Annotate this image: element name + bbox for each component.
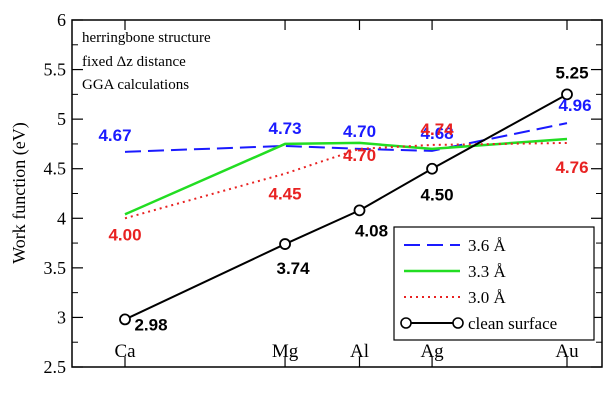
- y-tick-label: 6: [57, 10, 66, 30]
- y-tick-label: 2.5: [44, 357, 67, 377]
- legend-label-3: clean surface: [468, 314, 557, 333]
- data-point-marker: [119, 313, 131, 326]
- x-tick-label: Ca: [114, 341, 136, 362]
- axis-ticks: 2.5 3 3.5 4 4.5 5 5.5 6 Ca Mg Al Ag Au: [44, 10, 602, 377]
- y-tick-label: 4.5: [44, 159, 67, 179]
- legend-marker: [452, 317, 464, 329]
- y-tick-label: 3: [57, 307, 66, 327]
- legend-marker: [400, 317, 412, 329]
- legend-label-2: 3.0 Å: [468, 288, 507, 307]
- x-tick-label: Au: [555, 341, 579, 362]
- data-label: 4.76: [555, 158, 588, 177]
- legend-label-0: 3.6 Å: [468, 236, 507, 255]
- x-tick-label: Ag: [420, 341, 444, 362]
- data-label: 3.74: [277, 259, 311, 278]
- y-tick-label: 3.5: [44, 258, 67, 278]
- data-point-marker: [353, 204, 366, 217]
- series-line-1: [124, 137, 568, 216]
- data-label: 2.98: [134, 315, 167, 334]
- data-label: 4.08: [355, 221, 388, 240]
- y-axis-label: Work function (eV): [9, 122, 30, 264]
- data-label: 4.70: [343, 122, 376, 141]
- series-group: [119, 88, 573, 326]
- legend-label-1: 3.3 Å: [468, 262, 507, 281]
- annotation-line-2: fixed Δz distance: [82, 54, 186, 70]
- data-label: 4.50: [421, 186, 454, 205]
- legend: 3.6 Å 3.3 Å 3.0 Å clean surface: [393, 226, 595, 341]
- data-label: 4.74: [421, 120, 455, 139]
- annotation-line-3: GGA calculations: [82, 77, 189, 93]
- y-tick-label: 5: [57, 109, 66, 129]
- data-point-marker: [279, 238, 291, 250]
- x-tick-label: Mg: [272, 341, 299, 362]
- x-tick-label: Al: [350, 341, 369, 362]
- annotation-line-1: herringbone structure: [82, 30, 211, 46]
- data-label: 4.00: [108, 225, 141, 244]
- data-label: 4.68: [421, 124, 454, 143]
- data-label: 4.67: [98, 126, 131, 145]
- data-point-marker: [426, 162, 438, 175]
- y-tick-label: 5.5: [44, 60, 67, 80]
- data-label: 4.96: [558, 96, 591, 115]
- data-label: 4.73: [269, 119, 302, 138]
- data-labels: 4.67 4.73 4.70 4.68 4.96 4.00 4.45 4.70 4.74 4.76…: [98, 63, 591, 334]
- data-point-marker: [561, 88, 573, 101]
- data-label: 5.25: [555, 63, 588, 82]
- data-label: 4.70: [343, 146, 376, 165]
- y-tick-label: 4: [57, 208, 66, 228]
- data-label: 4.45: [269, 185, 302, 204]
- series-line-0: [124, 122, 568, 153]
